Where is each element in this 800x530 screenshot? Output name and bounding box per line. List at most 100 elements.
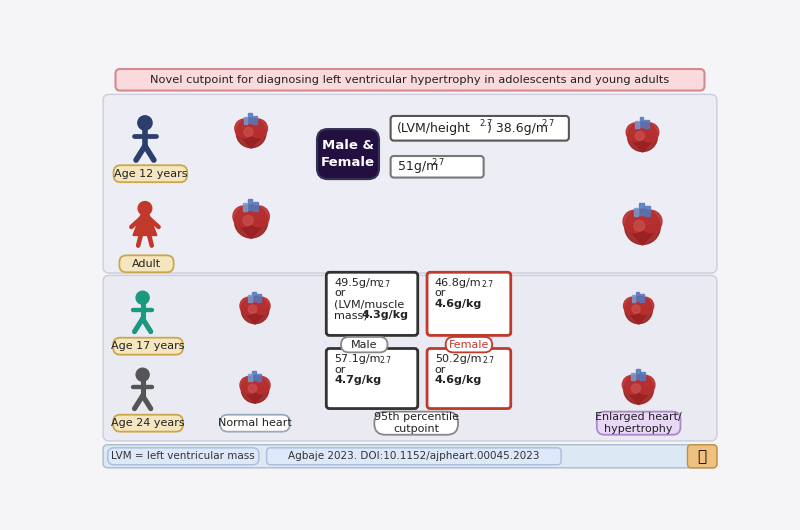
Circle shape — [136, 368, 149, 381]
Text: (LVM/height: (LVM/height — [397, 122, 470, 135]
Circle shape — [632, 305, 640, 313]
Text: 🐕: 🐕 — [698, 449, 706, 464]
Text: Male: Male — [351, 340, 378, 350]
Circle shape — [640, 123, 659, 142]
Circle shape — [242, 376, 269, 403]
Polygon shape — [253, 292, 256, 301]
FancyBboxPatch shape — [341, 337, 387, 352]
FancyBboxPatch shape — [115, 69, 705, 91]
FancyBboxPatch shape — [446, 337, 492, 352]
Polygon shape — [641, 372, 645, 381]
Text: or: or — [435, 288, 446, 298]
Polygon shape — [253, 371, 256, 380]
Circle shape — [624, 375, 654, 404]
Circle shape — [625, 296, 652, 324]
Text: 4.6g/kg: 4.6g/kg — [435, 299, 482, 309]
Circle shape — [235, 119, 254, 138]
Polygon shape — [645, 206, 650, 216]
Polygon shape — [253, 202, 258, 211]
Circle shape — [625, 209, 660, 244]
Circle shape — [636, 297, 654, 314]
Text: 4.6g/kg: 4.6g/kg — [435, 375, 482, 385]
FancyBboxPatch shape — [374, 412, 458, 435]
Text: or: or — [334, 365, 346, 375]
FancyBboxPatch shape — [103, 276, 717, 441]
Text: 49.5g/m: 49.5g/m — [334, 278, 381, 288]
Circle shape — [248, 305, 257, 313]
Text: Age 17 years: Age 17 years — [111, 341, 185, 351]
Text: 4.7g/kg: 4.7g/kg — [334, 375, 381, 385]
Text: Age 12 years: Age 12 years — [114, 169, 187, 179]
Circle shape — [240, 376, 258, 394]
Text: 2.7: 2.7 — [479, 119, 492, 128]
FancyBboxPatch shape — [266, 448, 561, 465]
Text: 4.3g/kg: 4.3g/kg — [362, 310, 409, 320]
Circle shape — [236, 118, 266, 148]
FancyBboxPatch shape — [114, 165, 187, 182]
FancyBboxPatch shape — [108, 448, 259, 465]
Circle shape — [253, 376, 270, 394]
Text: 2.7: 2.7 — [378, 280, 390, 289]
Polygon shape — [257, 294, 261, 302]
Text: Male &
Female: Male & Female — [321, 139, 375, 169]
FancyBboxPatch shape — [220, 414, 290, 431]
Text: Agbaje 2023. DOI:10.1152/ajpheart.00045.2023: Agbaje 2023. DOI:10.1152/ajpheart.00045.… — [288, 452, 540, 461]
Text: mass): mass) — [334, 310, 371, 320]
Text: Age 24 years: Age 24 years — [111, 418, 185, 428]
Polygon shape — [249, 113, 252, 123]
FancyBboxPatch shape — [103, 94, 717, 273]
Text: Enlarged heart/
hypertrophy: Enlarged heart/ hypertrophy — [595, 412, 682, 434]
FancyBboxPatch shape — [326, 349, 418, 409]
Circle shape — [248, 384, 257, 393]
Polygon shape — [234, 219, 268, 238]
Text: ) 38.6g/m: ) 38.6g/m — [486, 122, 548, 135]
Text: (LVM/muscle: (LVM/muscle — [334, 299, 404, 309]
Polygon shape — [634, 208, 638, 216]
Text: 2.7: 2.7 — [542, 119, 555, 128]
Polygon shape — [248, 374, 252, 381]
Polygon shape — [632, 295, 635, 302]
Circle shape — [636, 375, 655, 394]
Circle shape — [240, 297, 258, 314]
Polygon shape — [236, 131, 266, 148]
Text: 2.7: 2.7 — [482, 280, 494, 289]
Circle shape — [623, 210, 646, 233]
Polygon shape — [248, 295, 252, 302]
Text: or: or — [334, 288, 346, 298]
Polygon shape — [257, 374, 261, 381]
FancyBboxPatch shape — [317, 129, 379, 179]
Circle shape — [138, 116, 152, 130]
Circle shape — [243, 215, 253, 225]
Text: 57.1g/m: 57.1g/m — [334, 354, 381, 364]
Polygon shape — [253, 116, 258, 124]
Circle shape — [234, 205, 268, 238]
Polygon shape — [636, 369, 639, 379]
Text: Normal heart: Normal heart — [218, 418, 292, 428]
Polygon shape — [627, 135, 658, 152]
Circle shape — [233, 206, 254, 227]
Circle shape — [628, 122, 658, 152]
Text: 46.8g/m: 46.8g/m — [435, 278, 482, 288]
Polygon shape — [644, 120, 649, 128]
FancyBboxPatch shape — [687, 445, 717, 468]
Polygon shape — [636, 292, 639, 301]
FancyBboxPatch shape — [390, 116, 569, 140]
Text: 2.7: 2.7 — [432, 158, 445, 167]
Text: 50.2g/m: 50.2g/m — [435, 354, 482, 364]
Polygon shape — [241, 308, 270, 324]
FancyBboxPatch shape — [427, 349, 510, 409]
Text: Adult: Adult — [132, 259, 161, 269]
FancyBboxPatch shape — [113, 414, 183, 431]
Circle shape — [244, 128, 253, 137]
Circle shape — [249, 119, 267, 138]
FancyBboxPatch shape — [390, 156, 484, 178]
Circle shape — [626, 123, 645, 142]
FancyBboxPatch shape — [119, 255, 174, 272]
Polygon shape — [635, 120, 639, 128]
Circle shape — [242, 296, 269, 324]
Circle shape — [138, 201, 152, 215]
Circle shape — [634, 220, 645, 231]
FancyBboxPatch shape — [427, 272, 510, 335]
Text: 2.7: 2.7 — [482, 356, 494, 365]
Text: LVM = left ventricular mass: LVM = left ventricular mass — [111, 452, 254, 461]
